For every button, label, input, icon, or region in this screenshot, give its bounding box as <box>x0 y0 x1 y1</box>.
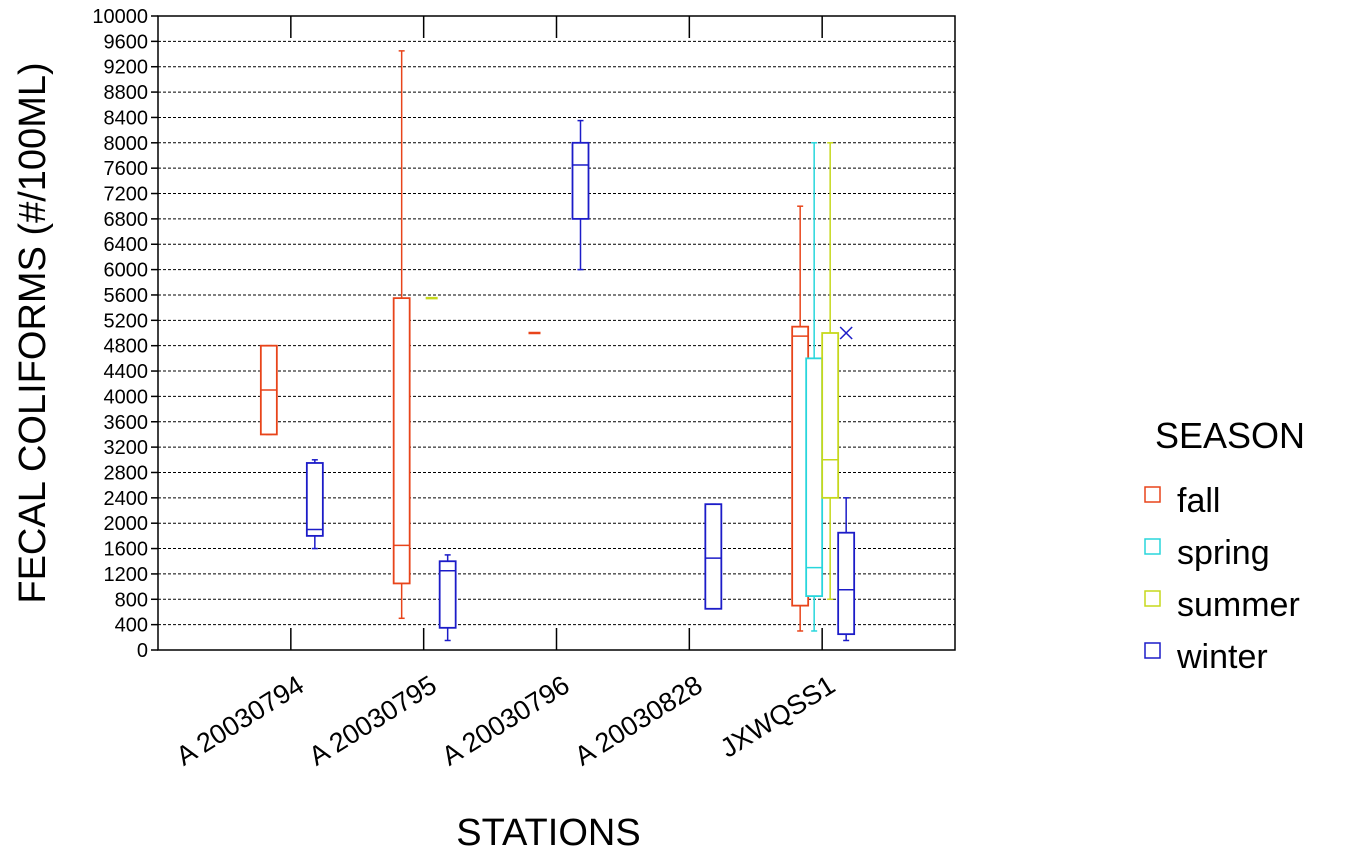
box-iqr <box>837 531 856 636</box>
y-tick-label: 9200 <box>104 57 149 79</box>
x-tick-label: A 20030796 <box>437 670 575 772</box>
y-tick-label: 1200 <box>104 564 149 586</box>
y-tick-label: 6400 <box>104 234 149 256</box>
legend-swatch-winter <box>1144 642 1161 659</box>
x-tick-label: A 20030795 <box>304 670 442 772</box>
box-iqr <box>571 141 590 220</box>
box-fall-2 <box>392 50 411 620</box>
box-summer-5 <box>821 142 840 601</box>
box-winter-1 <box>305 459 324 550</box>
y-tick-label: 7200 <box>104 184 149 206</box>
legend-label-spring: spring <box>1177 534 1270 572</box>
y-tick-label: 4000 <box>104 386 149 408</box>
y-tick-label: 8400 <box>104 107 149 129</box>
y-axis-label: FECAL COLIFORMS (#/100ML) <box>12 62 54 603</box>
legend-swatch-spring <box>1144 538 1161 555</box>
y-tick-label: 3600 <box>104 412 149 434</box>
y-axis-ticks: 0 400 800 1200 1600 2000 2400 2800 3200 3600 4000 4… <box>92 6 158 662</box>
y-tick-label: 2400 <box>104 488 149 510</box>
y-tick-label: 5200 <box>104 310 149 332</box>
box-winter-5 <box>837 326 856 642</box>
x-tick-label: A 20030828 <box>569 670 707 772</box>
legend-label-summer: summer <box>1177 586 1300 624</box>
box-plots <box>259 50 856 642</box>
box-iqr <box>392 297 411 585</box>
box-fall-5 <box>791 205 810 632</box>
y-tick-label: 2800 <box>104 462 149 484</box>
y-tick-label: 8000 <box>104 133 149 155</box>
y-tick-label: 6800 <box>104 209 149 231</box>
y-tick-label: 8800 <box>104 82 149 104</box>
legend: SEASON fall spring summer winter <box>1144 415 1305 676</box>
y-tick-label: 400 <box>115 615 148 637</box>
box-winter-4 <box>704 503 723 610</box>
y-tick-label: 800 <box>115 589 148 611</box>
y-tick-label: 4400 <box>104 361 149 383</box>
y-tick-label: 4800 <box>104 336 149 358</box>
grid-lines <box>158 40 955 626</box>
box-fall-1 <box>259 344 278 436</box>
box-iqr <box>438 560 457 629</box>
y-tick-label: 10000 <box>92 6 148 28</box>
legend-label-winter: winter <box>1176 638 1268 676</box>
box-winter-3 <box>571 119 590 271</box>
legend-swatch-summer <box>1144 590 1161 607</box>
box-iqr <box>305 462 324 537</box>
x-axis-label: STATIONS <box>456 812 640 852</box>
y-tick-label: 1600 <box>104 539 149 561</box>
y-tick-label: 2000 <box>104 513 149 535</box>
legend-swatch-fall <box>1144 486 1161 503</box>
y-tick-label: 0 <box>137 640 148 662</box>
y-tick-label: 6000 <box>104 260 149 282</box>
box-iqr <box>704 503 723 610</box>
box-winter-2 <box>438 554 457 642</box>
x-tick-label: A 20030794 <box>171 670 309 772</box>
outlier-marker <box>839 326 853 340</box>
x-tick-label: JXWQSS1 <box>715 670 840 764</box>
y-tick-label: 5600 <box>104 285 149 307</box>
legend-label-fall: fall <box>1177 482 1220 520</box>
legend-title: SEASON <box>1155 415 1305 456</box>
y-tick-label: 7600 <box>104 158 149 180</box>
box-iqr <box>805 357 824 598</box>
box-iqr <box>821 332 840 499</box>
box-spring-5 <box>805 142 824 632</box>
y-tick-label: 3200 <box>104 437 149 459</box>
y-tick-label: 9600 <box>104 31 149 53</box>
